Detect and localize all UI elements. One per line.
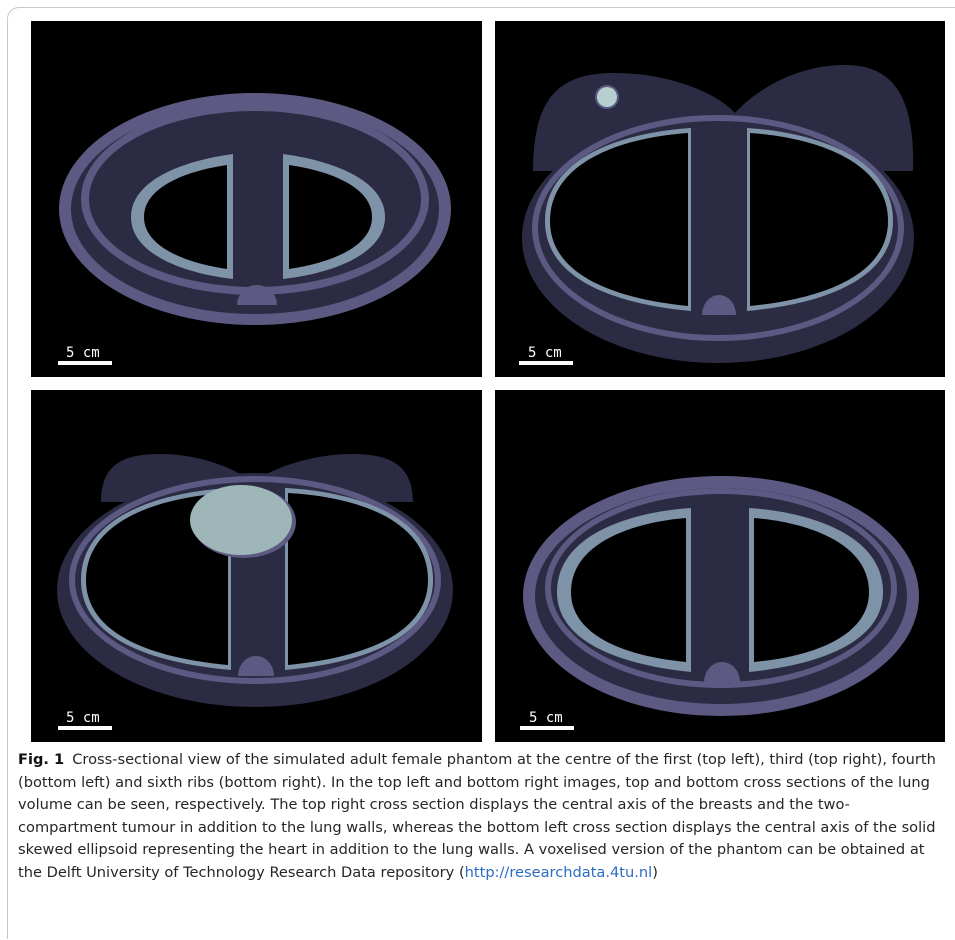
caption-text-end: ): [652, 863, 658, 881]
phantom-slice-fourth-rib: 5 cm: [57, 454, 453, 730]
scale-bar: [520, 726, 574, 730]
panel-top-left: 5 cm: [31, 21, 482, 377]
repository-link[interactable]: http://researchdata.4tu.nl: [464, 863, 653, 881]
scale-bar: [519, 361, 573, 365]
figure-label: Fig. 1: [18, 751, 65, 768]
panel-top-right: 5 cm: [495, 21, 945, 377]
scale-bar-label: 5 cm: [66, 710, 100, 726]
scale-bar: [58, 361, 112, 365]
phantom-slice-first-rib: 5 cm: [58, 93, 451, 365]
scale-bar: [58, 726, 112, 730]
scale-bar-label: 5 cm: [66, 345, 100, 361]
panel-bottom-right: 5 cm: [495, 390, 945, 742]
scale-bar-label: 5 cm: [528, 345, 562, 361]
phantom-slice-third-rib: 5 cm: [519, 65, 914, 365]
phantom-slice-sixth-rib: 5 cm: [520, 476, 919, 730]
panel-bottom-left: 5 cm: [31, 390, 482, 742]
caption-text: Cross-sectional view of the simulated ad…: [18, 751, 936, 881]
figure-caption: Fig. 1 Cross-sectional view of the simula…: [18, 749, 948, 884]
scale-bar-label: 5 cm: [529, 710, 563, 726]
figure-frame: [7, 7, 955, 939]
